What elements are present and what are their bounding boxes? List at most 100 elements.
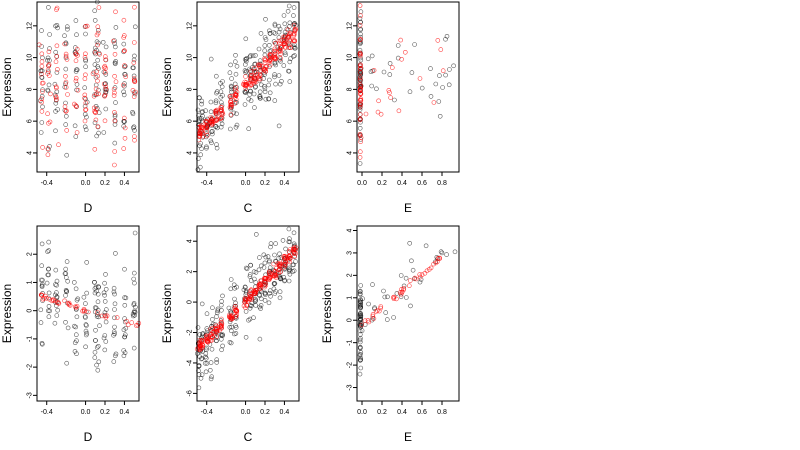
x-tick-label: 0.4 — [280, 409, 290, 416]
data-point — [93, 49, 98, 55]
data-point — [251, 315, 256, 321]
data-point — [291, 31, 297, 37]
data-point — [64, 108, 69, 114]
data-point — [357, 302, 363, 308]
data-point — [121, 49, 126, 55]
data-point — [406, 283, 412, 289]
data-point — [133, 89, 138, 95]
data-point — [103, 44, 109, 50]
y-tick-label: 8 — [347, 87, 354, 91]
data-point — [39, 80, 45, 86]
data-point — [46, 62, 52, 67]
data-point — [208, 327, 213, 332]
data-point — [266, 77, 272, 83]
data-point — [292, 28, 298, 34]
data-point — [277, 295, 283, 301]
data-point — [357, 337, 363, 343]
data-point — [428, 66, 433, 71]
data-point — [443, 36, 448, 42]
data-point — [272, 271, 277, 276]
y-tick-label: 1 — [347, 296, 354, 300]
data-point — [42, 293, 48, 299]
data-point — [83, 72, 88, 78]
data-point — [73, 305, 79, 310]
data-point — [272, 74, 277, 80]
data-point — [228, 314, 233, 320]
data-point — [40, 291, 45, 296]
data-point — [94, 32, 100, 38]
series-observed — [195, 226, 298, 391]
data-point — [381, 288, 386, 294]
data-point — [83, 107, 89, 112]
data-point — [204, 120, 209, 125]
data-point — [281, 41, 287, 46]
data-point — [111, 285, 117, 291]
data-point — [273, 241, 278, 246]
data-point — [219, 336, 224, 342]
data-point — [219, 100, 224, 105]
data-point — [199, 372, 205, 378]
data-point — [65, 26, 70, 32]
data-point — [90, 71, 96, 77]
data-point — [202, 360, 208, 366]
data-point — [63, 51, 69, 57]
data-point — [276, 73, 282, 78]
data-point — [213, 117, 219, 123]
data-point — [220, 343, 225, 349]
data-point — [272, 269, 278, 275]
data-point — [249, 303, 254, 309]
data-point — [232, 296, 237, 302]
data-point — [256, 63, 262, 69]
data-point — [55, 107, 60, 112]
data-point — [75, 296, 81, 302]
data-point — [253, 232, 259, 237]
data-point — [285, 27, 291, 33]
data-point — [252, 298, 258, 304]
data-point — [96, 359, 102, 365]
data-point — [359, 322, 365, 328]
data-point — [208, 360, 214, 365]
data-point — [111, 329, 117, 335]
scatter-panel-5: -0.4 0.0 0.2 0.4 -6 -4 -2 0 2 4 C Expression — [160, 225, 300, 444]
data-point — [257, 69, 263, 74]
data-point — [63, 53, 69, 59]
data-point — [208, 138, 214, 144]
data-point — [214, 145, 220, 151]
data-point — [93, 338, 98, 343]
data-point — [62, 271, 68, 276]
data-point — [130, 65, 136, 71]
data-point — [266, 60, 272, 65]
data-point — [248, 53, 253, 58]
data-point — [200, 109, 205, 114]
data-point — [121, 35, 126, 40]
data-point — [56, 301, 62, 306]
x-tick-label: 0.6 — [417, 409, 427, 416]
data-point — [121, 17, 127, 23]
series-fitted — [194, 245, 299, 353]
data-point — [233, 303, 238, 309]
data-point — [39, 120, 45, 125]
data-point — [219, 299, 224, 304]
data-point — [257, 89, 263, 95]
data-point — [358, 139, 363, 144]
data-point — [95, 57, 100, 63]
data-point — [65, 24, 70, 30]
data-point — [39, 284, 45, 289]
x-tick-label: 0.8 — [437, 409, 447, 416]
data-point — [113, 61, 118, 67]
data-point — [243, 288, 249, 294]
data-point — [271, 30, 277, 35]
data-point — [357, 22, 363, 28]
data-point — [49, 298, 55, 304]
series-observed — [37, 0, 138, 158]
data-point — [131, 301, 137, 306]
data-point — [247, 296, 252, 302]
data-point — [266, 42, 272, 48]
data-point — [242, 284, 248, 290]
data-point — [358, 357, 363, 363]
data-point — [273, 81, 278, 87]
data-point — [122, 125, 128, 131]
data-point — [358, 96, 364, 101]
data-point — [39, 109, 45, 114]
series-fitted — [196, 23, 299, 143]
